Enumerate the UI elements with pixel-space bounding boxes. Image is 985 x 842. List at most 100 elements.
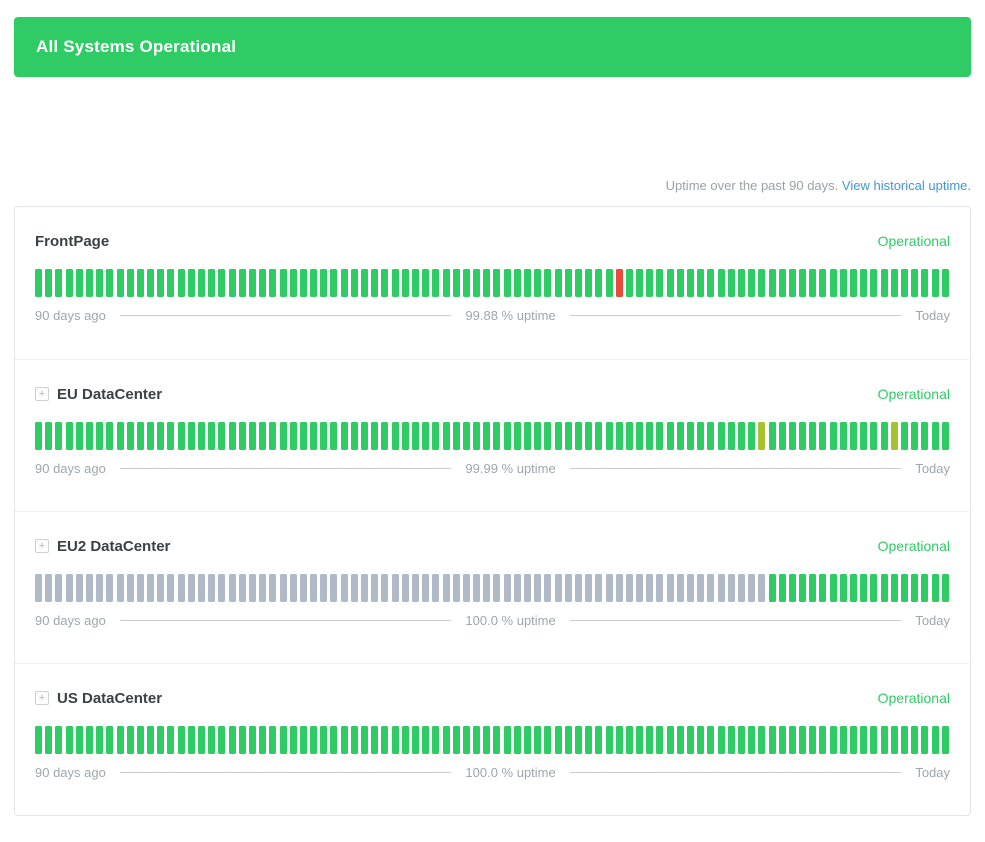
uptime-day-bar-no_data[interactable] — [157, 574, 165, 602]
uptime-day-bar-operational[interactable] — [727, 726, 735, 754]
uptime-day-bar-operational[interactable] — [911, 269, 919, 297]
uptime-day-bar-operational[interactable] — [452, 422, 460, 450]
uptime-day-bar-no_data[interactable] — [208, 574, 216, 602]
uptime-day-bar-operational[interactable] — [350, 269, 358, 297]
uptime-day-bar-operational[interactable] — [524, 726, 531, 754]
uptime-day-bar-operational[interactable] — [636, 422, 644, 450]
uptime-day-bar-operational[interactable] — [768, 726, 776, 754]
uptime-day-bar-operational[interactable] — [371, 726, 379, 754]
uptime-day-bar-operational[interactable] — [248, 269, 256, 297]
uptime-day-bar-operational[interactable] — [187, 269, 195, 297]
uptime-day-bar-operational[interactable] — [880, 422, 888, 450]
uptime-day-bar-no_data[interactable] — [534, 574, 542, 602]
uptime-day-bar-no_data[interactable] — [676, 574, 684, 602]
uptime-day-bar-operational[interactable] — [136, 269, 144, 297]
uptime-day-bar-operational[interactable] — [676, 269, 684, 297]
uptime-day-bar-operational[interactable] — [85, 422, 93, 450]
uptime-day-bar-operational[interactable] — [218, 269, 226, 297]
uptime-day-bar-no_data[interactable] — [493, 574, 501, 602]
uptime-day-bar-operational[interactable] — [524, 422, 531, 450]
uptime-day-bar-operational[interactable] — [799, 574, 807, 602]
uptime-day-bar-no_data[interactable] — [177, 574, 185, 602]
uptime-day-bar-no_data[interactable] — [136, 574, 144, 602]
uptime-day-bar-operational[interactable] — [106, 422, 114, 450]
service-name-wrap[interactable]: + US DataCenter — [35, 690, 162, 707]
uptime-day-bar-operational[interactable] — [350, 726, 358, 754]
uptime-day-bar-operational[interactable] — [605, 422, 613, 450]
uptime-day-bar-no_data[interactable] — [289, 574, 297, 602]
uptime-day-bar-operational[interactable] — [320, 726, 328, 754]
uptime-day-bar-no_data[interactable] — [310, 574, 318, 602]
uptime-day-bar-operational[interactable] — [167, 422, 175, 450]
uptime-day-bar-no_data[interactable] — [350, 574, 358, 602]
uptime-day-bar-operational[interactable] — [136, 726, 144, 754]
uptime-day-bar-operational[interactable] — [147, 269, 155, 297]
uptime-day-bar-operational[interactable] — [55, 422, 63, 450]
uptime-day-bar-operational[interactable] — [727, 269, 735, 297]
uptime-day-bar-operational[interactable] — [289, 422, 297, 450]
uptime-day-bar-operational[interactable] — [361, 422, 368, 450]
uptime-day-bar-operational[interactable] — [106, 269, 114, 297]
uptime-day-bar-no_data[interactable] — [55, 574, 63, 602]
uptime-day-bar-operational[interactable] — [788, 726, 796, 754]
uptime-day-bar-operational[interactable] — [411, 726, 419, 754]
uptime-day-bar-no_data[interactable] — [666, 574, 674, 602]
uptime-day-bar-operational[interactable] — [462, 726, 470, 754]
uptime-day-bar-operational[interactable] — [361, 726, 368, 754]
uptime-day-bar-no_data[interactable] — [595, 574, 603, 602]
uptime-day-bar-operational[interactable] — [136, 422, 144, 450]
uptime-day-bar-operational[interactable] — [554, 269, 562, 297]
uptime-day-bar-operational[interactable] — [544, 726, 552, 754]
uptime-day-bar-operational[interactable] — [320, 269, 328, 297]
uptime-day-bar-operational[interactable] — [585, 269, 593, 297]
uptime-day-bar-no_data[interactable] — [299, 574, 307, 602]
uptime-day-bar-operational[interactable] — [513, 726, 521, 754]
uptime-day-bar-no_data[interactable] — [473, 574, 481, 602]
uptime-day-bar-operational[interactable] — [452, 269, 460, 297]
uptime-day-bar-operational[interactable] — [911, 422, 919, 450]
uptime-day-bar-no_data[interactable] — [727, 574, 735, 602]
uptime-day-bar-operational[interactable] — [299, 422, 307, 450]
uptime-day-bar-operational[interactable] — [646, 422, 654, 450]
uptime-day-bar-no_data[interactable] — [85, 574, 93, 602]
uptime-day-bar-operational[interactable] — [850, 269, 857, 297]
uptime-day-bar-operational[interactable] — [809, 269, 817, 297]
uptime-day-bar-operational[interactable] — [687, 269, 694, 297]
uptime-day-bar-operational[interactable] — [218, 422, 226, 450]
uptime-day-bar-operational[interactable] — [483, 726, 491, 754]
uptime-day-bar-operational[interactable] — [748, 726, 756, 754]
uptime-day-bar-operational[interactable] — [687, 726, 694, 754]
uptime-day-bar-operational[interactable] — [574, 726, 582, 754]
uptime-day-bar-operational[interactable] — [350, 422, 358, 450]
uptime-day-bar-operational[interactable] — [320, 422, 328, 450]
uptime-day-bar-no_data[interactable] — [75, 574, 83, 602]
expand-plus-icon[interactable]: + — [35, 691, 49, 705]
uptime-day-bar-operational[interactable] — [361, 269, 368, 297]
uptime-day-bar-operational[interactable] — [534, 269, 542, 297]
uptime-day-bar-operational[interactable] — [687, 422, 694, 450]
uptime-day-bar-operational[interactable] — [269, 726, 277, 754]
uptime-day-bar-operational[interactable] — [900, 726, 908, 754]
uptime-day-bar-operational[interactable] — [737, 422, 745, 450]
uptime-day-bar-operational[interactable] — [717, 422, 725, 450]
uptime-day-bar-operational[interactable] — [890, 726, 898, 754]
uptime-day-bar-operational[interactable] — [595, 422, 603, 450]
uptime-day-bar-no_data[interactable] — [35, 574, 42, 602]
uptime-day-bar-operational[interactable] — [483, 269, 491, 297]
uptime-day-bar-operational[interactable] — [75, 269, 83, 297]
uptime-day-bar-operational[interactable] — [248, 422, 256, 450]
uptime-day-bar-operational[interactable] — [432, 726, 440, 754]
uptime-day-bar-operational[interactable] — [238, 422, 246, 450]
uptime-day-bar-operational[interactable] — [442, 269, 450, 297]
uptime-day-bar-operational[interactable] — [462, 422, 470, 450]
uptime-day-bar-operational[interactable] — [381, 726, 389, 754]
uptime-day-bar-no_data[interactable] — [585, 574, 593, 602]
uptime-day-bar-operational[interactable] — [503, 269, 511, 297]
uptime-day-bar-no_data[interactable] — [187, 574, 195, 602]
uptime-day-bar-operational[interactable] — [513, 269, 521, 297]
uptime-day-bar-operational[interactable] — [208, 269, 216, 297]
uptime-day-bar-operational[interactable] — [269, 422, 277, 450]
uptime-day-bar-operational[interactable] — [248, 726, 256, 754]
uptime-day-bar-operational[interactable] — [585, 726, 593, 754]
uptime-day-bar-degraded[interactable] — [890, 422, 898, 450]
